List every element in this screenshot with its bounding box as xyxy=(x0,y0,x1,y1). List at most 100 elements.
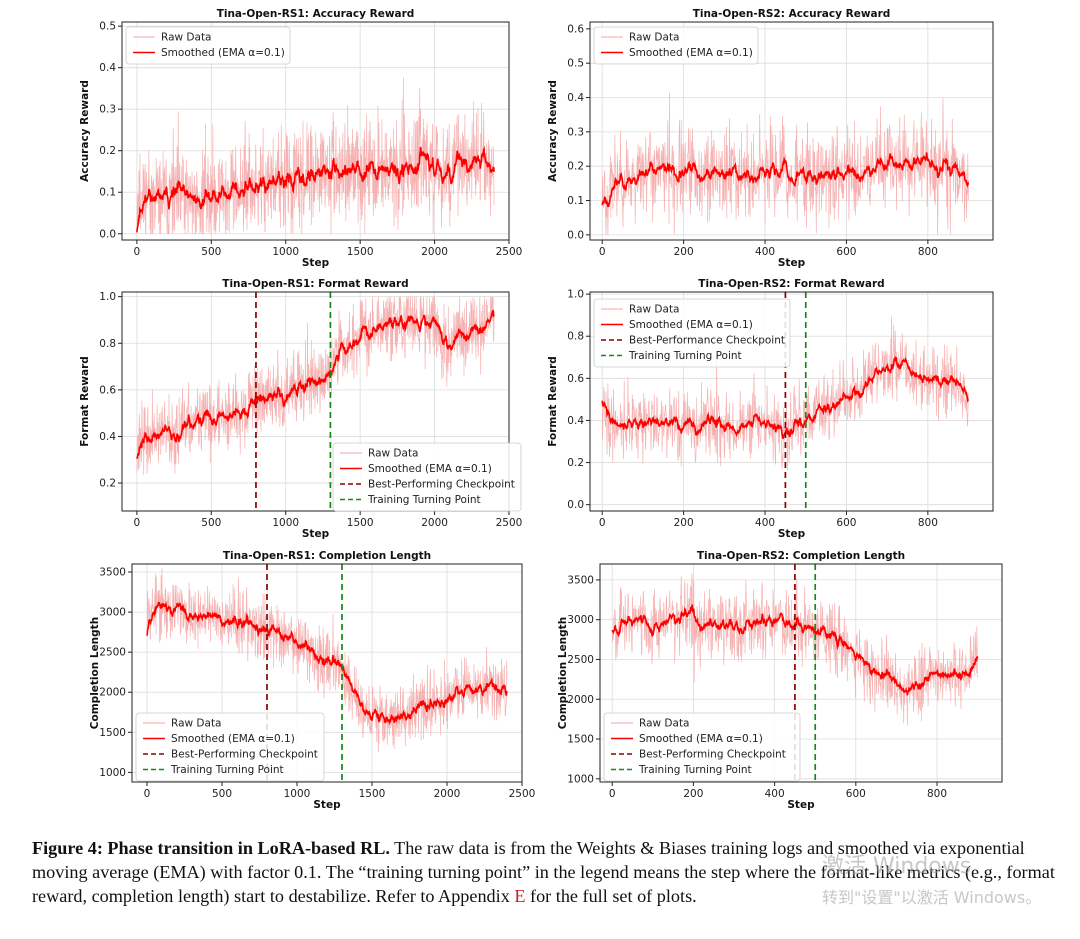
x-tick-label: 2500 xyxy=(496,517,523,529)
plot-frame xyxy=(599,563,1003,783)
legend-entry: Raw Data xyxy=(161,32,212,44)
x-tick-label: 2500 xyxy=(496,246,523,258)
y-tick-label: 2000 xyxy=(567,694,594,706)
chart-title: Tina-Open-RS2: Accuracy Reward xyxy=(693,8,891,20)
legend-entry: Smoothed (EMA α=0.1) xyxy=(161,47,285,59)
x-tick-label: 0 xyxy=(609,788,616,800)
x-tick-label: 2000 xyxy=(434,788,461,800)
y-tick-label: 1.0 xyxy=(99,291,116,303)
legend-entry: Smoothed (EMA α=0.1) xyxy=(639,733,763,745)
series-raw-data xyxy=(146,568,508,753)
y-tick-label: 0.6 xyxy=(567,23,584,35)
x-tick-label: 800 xyxy=(918,246,938,258)
plot-frame xyxy=(121,21,510,241)
y-tick-label: 0.5 xyxy=(567,58,584,70)
y-tick-label: 3500 xyxy=(567,574,594,586)
plot-frame xyxy=(131,563,523,783)
chart-rs2-acc: 0 200 400 600 800 0.0 0.1 0.2 0.3 0.4 0.5 0.6 Tina-O… xyxy=(547,8,994,269)
legend-entry: Raw Data xyxy=(368,448,419,460)
y-tick-label: 1500 xyxy=(99,727,126,739)
figure-caption: Figure 4: Phase transition in LoRA-based… xyxy=(32,836,1062,908)
x-tick-label: 500 xyxy=(201,246,221,258)
x-tick-label: 200 xyxy=(683,788,703,800)
x-tick-label: 0 xyxy=(144,788,151,800)
x-tick-label: 1000 xyxy=(272,246,299,258)
y-tick-label: 2000 xyxy=(99,687,126,699)
y-tick-label: 1000 xyxy=(567,773,594,785)
y-tick-label: 0.3 xyxy=(99,104,116,116)
chart-title: Tina-Open-RS1: Format Reward xyxy=(222,278,408,290)
y-tick-label: 0.4 xyxy=(567,415,584,427)
y-tick-label: 1000 xyxy=(99,767,126,779)
caption-tail: for the full set of plots. xyxy=(525,886,697,906)
x-tick-label: 0 xyxy=(599,246,606,258)
legend-entry: Smoothed (EMA α=0.1) xyxy=(368,463,492,475)
x-tick-label: 600 xyxy=(836,246,856,258)
legend-entry: Training Turning Point xyxy=(628,350,742,362)
y-tick-label: 0.2 xyxy=(99,145,116,157)
legend-entry: Training Turning Point xyxy=(170,764,284,776)
legend: Raw Data Smoothed (EMA α=0.1) Best-Perform… xyxy=(135,712,325,782)
caption-lead: Figure 4: Phase transition in LoRA-based… xyxy=(32,838,390,858)
y-tick-label: 0.2 xyxy=(567,161,584,173)
legend: Raw Data Smoothed (EMA α=0.1) xyxy=(125,26,291,65)
x-tick-label: 0 xyxy=(599,517,606,529)
chart-rs2-len: 0 200 400 600 800 1000 1500 2000 2500 3000 3500 Tin… xyxy=(557,550,1003,811)
y-tick-label: 2500 xyxy=(567,654,594,666)
legend-entry: Best-Performing Checkpoint xyxy=(368,479,515,491)
x-axis-label: Step xyxy=(787,799,815,811)
x-tick-label: 2000 xyxy=(421,246,448,258)
x-axis-label: Step xyxy=(302,257,330,269)
legend-entry: Best-Performing Checkpoint xyxy=(639,749,786,761)
x-tick-label: 800 xyxy=(927,788,947,800)
plot-frame xyxy=(589,21,994,241)
y-tick-label: 0.2 xyxy=(99,478,116,490)
legend-entry: Raw Data xyxy=(629,304,680,316)
y-tick-label: 1500 xyxy=(567,734,594,746)
plot-frame xyxy=(589,291,994,512)
y-tick-label: 0.0 xyxy=(99,228,116,240)
chart-rs2-fmt: 0 200 400 600 800 0.0 0.2 0.4 0.6 0.8 1.0 Tina-Open… xyxy=(547,278,994,540)
series-smoothed xyxy=(601,152,970,208)
chart-rs1-acc: 0 500 1000 1500 2000 2500 0.0 0.1 0.2 0.3 0.4 0.5 Ti… xyxy=(79,8,522,269)
legend: Raw Data Smoothed (EMA α=0.1) Best-Perform… xyxy=(332,442,522,512)
legend-entry: Smoothed (EMA α=0.1) xyxy=(171,733,295,745)
y-tick-label: 0.4 xyxy=(99,62,116,74)
y-tick-label: 0.0 xyxy=(567,229,584,241)
x-tick-label: 1000 xyxy=(272,517,299,529)
series-raw-data xyxy=(136,296,495,476)
x-tick-label: 400 xyxy=(755,517,775,529)
legend-entry: Raw Data xyxy=(639,718,690,730)
chart-rs1-len: 0 500 1000 1500 2000 2500 1000 1500 2000 2500 3000… xyxy=(89,550,535,811)
caption-body: The raw data is from the Weights & Biase… xyxy=(32,838,1055,906)
x-tick-label: 400 xyxy=(755,246,775,258)
x-axis-label: Step xyxy=(778,528,806,540)
x-tick-label: 800 xyxy=(918,517,938,529)
legend-entry: Best-Performing Checkpoint xyxy=(171,749,318,761)
legend: Raw Data Smoothed (EMA α=0.1) Best-Perform… xyxy=(593,298,791,368)
y-axis-label: Completion Length xyxy=(557,617,569,729)
plot-frame xyxy=(121,291,510,512)
x-tick-label: 2500 xyxy=(509,788,536,800)
appendix-link[interactable]: E xyxy=(514,886,526,906)
y-tick-label: 0.3 xyxy=(567,126,584,138)
x-tick-label: 1500 xyxy=(347,246,374,258)
x-axis-label: Step xyxy=(313,799,341,811)
chart-title: Tina-Open-RS1: Accuracy Reward xyxy=(217,8,415,20)
x-tick-label: 1000 xyxy=(284,788,311,800)
x-tick-label: 400 xyxy=(765,788,785,800)
legend-entry: Best-Performance Checkpoint xyxy=(629,335,785,347)
legend: Raw Data Smoothed (EMA α=0.1) xyxy=(593,26,759,65)
y-axis-label: Format Reward xyxy=(79,356,91,447)
y-tick-label: 0.6 xyxy=(99,384,116,396)
x-axis-label: Step xyxy=(778,257,806,269)
figure-panels: 0 500 1000 1500 2000 25000.00.10.20.30.40.5Ti… xyxy=(79,8,1003,811)
x-tick-label: 1500 xyxy=(359,788,386,800)
series-smoothed xyxy=(136,146,495,233)
x-tick-label: 600 xyxy=(836,517,856,529)
x-tick-label: 1500 xyxy=(347,517,374,529)
chart-title: Tina-Open-RS2: Format Reward xyxy=(698,278,884,290)
series-raw-data xyxy=(601,92,969,235)
y-tick-label: 0.1 xyxy=(567,195,584,207)
legend-entry: Training Turning Point xyxy=(638,764,752,776)
